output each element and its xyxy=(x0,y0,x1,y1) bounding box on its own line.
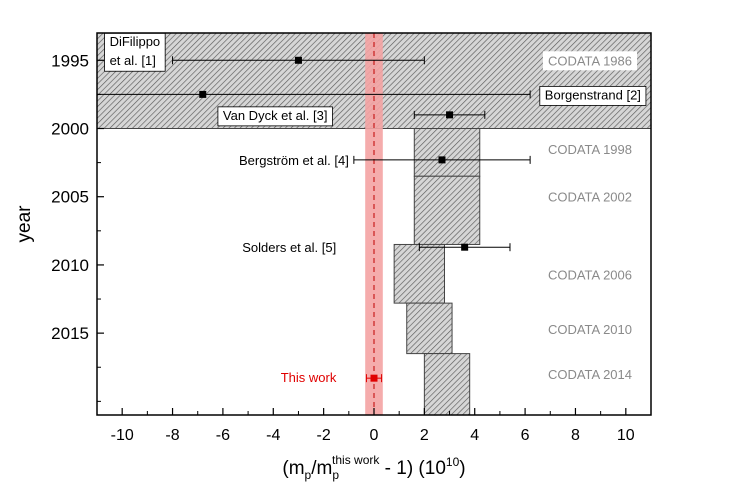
this-work-label: This work xyxy=(281,370,337,385)
codata-label-box xyxy=(542,139,637,159)
codata-label-box xyxy=(542,187,637,207)
codata-label-text: CODATA 2010 xyxy=(548,322,632,337)
measurement-label: Bergström et al. [4] xyxy=(239,153,349,168)
x-tick-label: -10 xyxy=(111,427,134,444)
codata-label: CODATA 1998 xyxy=(542,139,637,159)
y-tick-label: 1995 xyxy=(51,51,89,70)
codata-label: CODATA 2002 xyxy=(542,187,637,207)
measurement-label: DiFilippo et al. [1] xyxy=(104,32,166,72)
codata-label-text: CODATA 2002 xyxy=(548,190,632,205)
x-tick-label: 6 xyxy=(521,427,530,444)
measurement-label: Solders et al. [5] xyxy=(242,240,336,255)
x-tick-label: 10 xyxy=(617,427,635,444)
axes: -10 -8 -6 -4 -2 0 2 4 6 8 10 1995 2000 2005 2010 2015 ye… xyxy=(14,51,652,482)
codata-label-box xyxy=(542,265,637,285)
measurement-label-text: et al. [1] xyxy=(110,53,156,68)
y-axis-label: year xyxy=(14,205,35,243)
measurement-label: Van Dyck et al. [3] xyxy=(217,106,333,127)
codata-region xyxy=(393,243,446,304)
measurement-marker xyxy=(438,156,446,164)
y-tick-label: 2015 xyxy=(51,324,89,343)
measurement-label-text: Van Dyck et al. [3] xyxy=(223,108,328,123)
x-tick-label: -2 xyxy=(317,427,331,444)
y-tick-label: 2010 xyxy=(51,256,89,275)
measurement-marker xyxy=(199,90,207,98)
x-tick-label: 8 xyxy=(571,427,580,444)
codata-label-text: CODATA 1986 xyxy=(548,53,632,68)
annotations: DiFilippo et al. [1] Borgenstrand [2] Van D… xyxy=(104,32,647,385)
codata-region xyxy=(406,302,453,355)
codata-label-box xyxy=(542,51,637,71)
x-tick-label: 4 xyxy=(470,427,479,444)
measurement-label-text: Borgenstrand [2] xyxy=(545,87,641,102)
codata-label-box xyxy=(542,320,637,340)
codata-label: CODATA 2010 xyxy=(542,320,637,340)
codata-region xyxy=(413,175,481,245)
codata-label-text: CODATA 2006 xyxy=(548,267,632,282)
measurement-marker xyxy=(446,111,454,119)
measurement-label-box xyxy=(217,106,333,127)
x-tick-label: 0 xyxy=(370,427,379,444)
plot-area xyxy=(97,33,651,415)
measurement-marker xyxy=(294,56,302,64)
codata-region xyxy=(423,353,471,415)
measurement-label-text: Bergström et al. [4] xyxy=(239,153,349,168)
x-tick-label: -6 xyxy=(216,427,230,444)
y-tick-label: 2000 xyxy=(51,120,89,139)
this-work-marker xyxy=(370,374,378,382)
codata-region xyxy=(413,128,481,177)
measurement-label: Borgenstrand [2] xyxy=(539,85,647,106)
codata-label-text: CODATA 2014 xyxy=(548,367,632,382)
y-tick-label: 2005 xyxy=(51,188,89,207)
measurement-marker xyxy=(461,243,469,251)
x-tick-label: -4 xyxy=(266,427,280,444)
measurement-label-text: Solders et al. [5] xyxy=(242,240,336,255)
codata-label-box xyxy=(542,365,637,385)
codata-label: CODATA 1986 xyxy=(542,51,637,71)
x-axis-label: (mp/mpthis work - 1) (1010) xyxy=(282,453,465,482)
codata-label: CODATA 2014 xyxy=(542,365,637,385)
codata-label: CODATA 2006 xyxy=(542,265,637,285)
measurement-label-text: DiFilippo xyxy=(110,34,161,49)
measurement-label-box xyxy=(104,32,166,72)
x-tick-label: 2 xyxy=(420,427,429,444)
codata-label-text: CODATA 1998 xyxy=(548,142,632,157)
x-tick-label: -8 xyxy=(165,427,179,444)
measurement-label-box xyxy=(539,85,647,106)
